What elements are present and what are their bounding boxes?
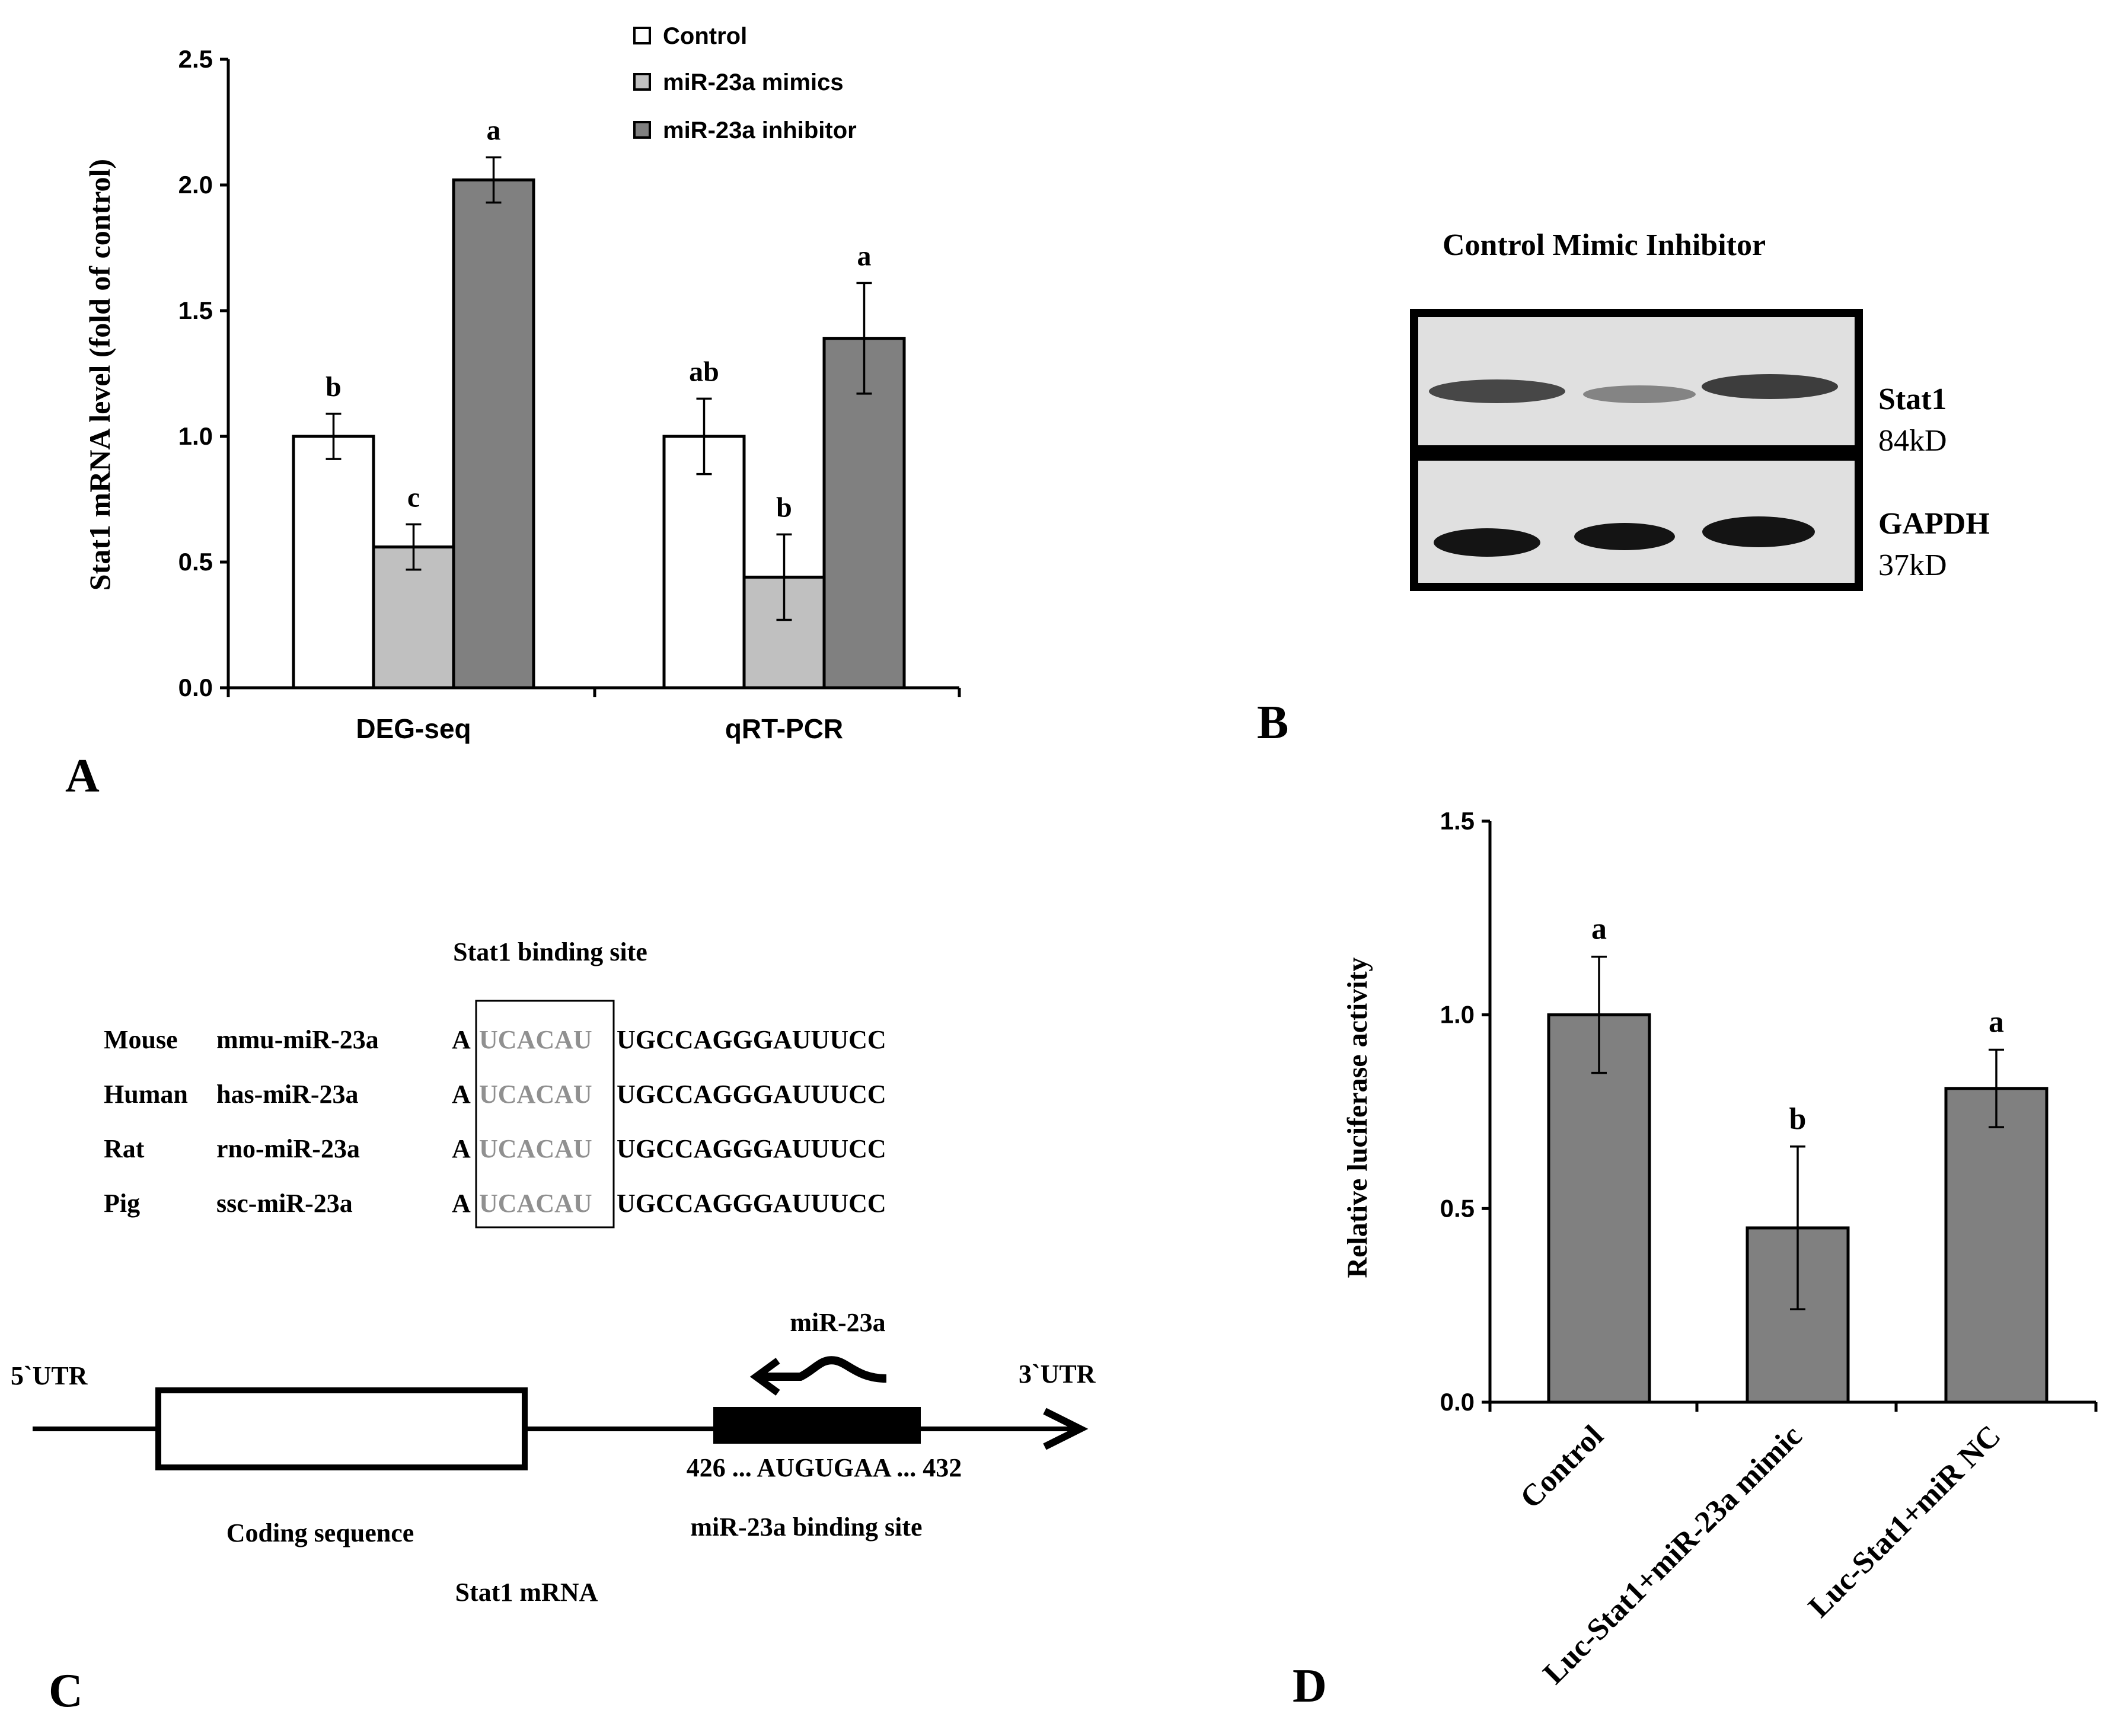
band-stat1-mimic	[1583, 385, 1696, 403]
legend-swatch-control	[633, 27, 651, 44]
seq-prefix: A	[452, 1189, 471, 1218]
panel-a-significance-letter: b	[326, 371, 342, 403]
panel-c-diagram: Stat1 binding site Mouse mmu-miR-23a A UCAC…	[11, 937, 1096, 1717]
panel-b-label: B	[1257, 697, 1288, 749]
panel-a-legend: Control miR-23a mimics miR-23a inhibitor	[633, 23, 857, 143]
panel-a-significance-letter: a	[857, 240, 872, 272]
legend-label-mimics: miR-23a mimics	[663, 69, 844, 95]
blot-row-gapdh-size: 37kD	[1878, 548, 1947, 582]
panel-d-label: D	[1293, 1660, 1327, 1712]
panel-a-bar	[822, 337, 906, 690]
panel-a-bar	[292, 435, 375, 690]
seq-prefix: A	[452, 1025, 471, 1054]
binding-site-label: miR-23a binding site	[690, 1512, 922, 1542]
panel-a-x-tick-label: DEG-seq	[356, 713, 471, 744]
seq-species: Pig	[104, 1189, 140, 1218]
utr3-label: 3`UTR	[1019, 1360, 1096, 1389]
seq-prefix: A	[452, 1134, 471, 1163]
blot-row-gapdh-name: GAPDH	[1878, 507, 1990, 541]
seq-prefix: A	[452, 1080, 471, 1109]
panel-d-significance-letter: b	[1789, 1102, 1807, 1136]
panel-a-y-tick-label: 1.0	[178, 422, 213, 450]
band-stat1-control	[1429, 379, 1565, 403]
blot-lanes-header: Control Mimic Inhibitor	[1443, 228, 1766, 262]
panel-b-western-blot: Control Mimic Inhibitor Stat1 84kD GAPDH…	[1257, 228, 1990, 749]
panel-a-significance-letter: c	[407, 481, 420, 513]
mrna-label: Stat1 mRNA	[455, 1578, 598, 1607]
seq-rest: UGCCAGGGAUUUCC	[617, 1025, 886, 1054]
panel-d-y-tick-label: 0.0	[1440, 1388, 1475, 1416]
blot-row-stat1-size: 84kD	[1878, 424, 1947, 458]
panel-d-x-tick-label: Luc-Stat1+miR NC	[1802, 1419, 2007, 1624]
panel-a-y-tick-label: 2.5	[178, 45, 213, 73]
band-stat1-inhibitor	[1702, 374, 1838, 399]
blot-row-stat1-name: Stat1	[1878, 382, 1947, 416]
binding-range-label: 426 ... AUGUGAA ... 432	[687, 1453, 962, 1482]
blot-gapdh-frame	[1410, 452, 1863, 591]
panel-d-bar	[1547, 1013, 1651, 1404]
seq-site: UCACAU	[479, 1025, 592, 1054]
panel-d-significance-letter: a	[1989, 1005, 2004, 1039]
panel-a-significance-letter: ab	[689, 356, 719, 387]
panel-d-y-tick-label: 1.0	[1440, 1001, 1475, 1029]
seq-mirna-name: ssc-miR-23a	[216, 1189, 353, 1218]
seq-rest: UGCCAGGGAUUUCC	[617, 1189, 886, 1218]
panel-d-y-axis-label: Relative luciferase activity	[1342, 957, 1373, 1278]
seq-species: Mouse	[104, 1025, 178, 1054]
panel-a-y-tick-label: 0.0	[178, 674, 213, 701]
legend-label-inhibitor: miR-23a inhibitor	[663, 117, 857, 143]
seq-rest: UGCCAGGGAUUUCC	[617, 1080, 886, 1109]
seq-rest: UGCCAGGGAUUUCC	[617, 1134, 886, 1163]
panel-a-significance-letter: b	[776, 492, 792, 523]
panel-d-significance-letter: a	[1591, 912, 1607, 946]
panel-a-y-tick-label: 1.5	[178, 296, 213, 324]
panel-d-y-tick-label: 1.5	[1440, 807, 1475, 835]
band-gapdh-inhibitor	[1702, 516, 1815, 547]
utr5-label: 5`UTR	[11, 1361, 88, 1390]
panel-d-bar	[1944, 1087, 2048, 1404]
band-gapdh-mimic	[1574, 523, 1675, 550]
seq-site: UCACAU	[479, 1189, 592, 1218]
seq-species: Rat	[104, 1134, 145, 1163]
panel-a-y-axis-label: Stat1 mRNA level (fold of control)	[83, 159, 116, 591]
band-gapdh-control	[1434, 528, 1540, 557]
binding-site-box	[475, 1000, 615, 1228]
panel-d-y-tick-label: 0.5	[1440, 1194, 1475, 1222]
seq-site: UCACAU	[479, 1134, 592, 1163]
seq-species: Human	[104, 1080, 188, 1109]
legend-swatch-inhibitor	[633, 121, 651, 139]
panel-a-x-tick-label: qRT-PCR	[725, 713, 843, 744]
arrow-head-3utr	[1043, 1408, 1089, 1450]
panel-c-label: C	[49, 1665, 83, 1717]
stat1-bands	[1429, 374, 1838, 403]
panel-a-y-tick-label: 2.0	[178, 171, 213, 199]
gapdh-bands	[1434, 516, 1815, 557]
seq-mirna-name: has-miR-23a	[216, 1080, 359, 1109]
panel-a-significance-letter: a	[487, 114, 501, 146]
panel-d-x-tick-label: Control	[1514, 1419, 1610, 1515]
binding-site-block	[713, 1407, 921, 1444]
panel-a-y-tick-label: 0.5	[178, 548, 213, 576]
panel-a-bar	[452, 178, 535, 690]
seq-site: UCACAU	[479, 1080, 592, 1109]
seq-title: Stat1 binding site	[453, 937, 647, 966]
mirna-arrow-head	[749, 1358, 780, 1396]
sequence-alignment: Mouse mmu-miR-23a A UCACAU UGCCAGGGAUUUCC Hum…	[104, 1025, 886, 1218]
panel-a-chart: 0.0 0.5 1.0 1.5 2.0 2.5 DEG-seq qRT-PCR b c a ab b…	[65, 23, 961, 802]
legend-swatch-mimics	[633, 73, 651, 91]
mirna-arrow	[759, 1356, 887, 1383]
panel-a-bar	[662, 435, 746, 690]
seq-mirna-name: rno-miR-23a	[216, 1134, 360, 1163]
panel-a-label: A	[65, 750, 100, 802]
legend-label-control: Control	[663, 23, 747, 49]
seq-mirna-name: mmu-miR-23a	[216, 1025, 379, 1054]
coding-sequence-label: Coding sequence	[226, 1518, 414, 1547]
coding-sequence-box	[155, 1387, 528, 1470]
mirna-label: miR-23a	[790, 1308, 885, 1337]
